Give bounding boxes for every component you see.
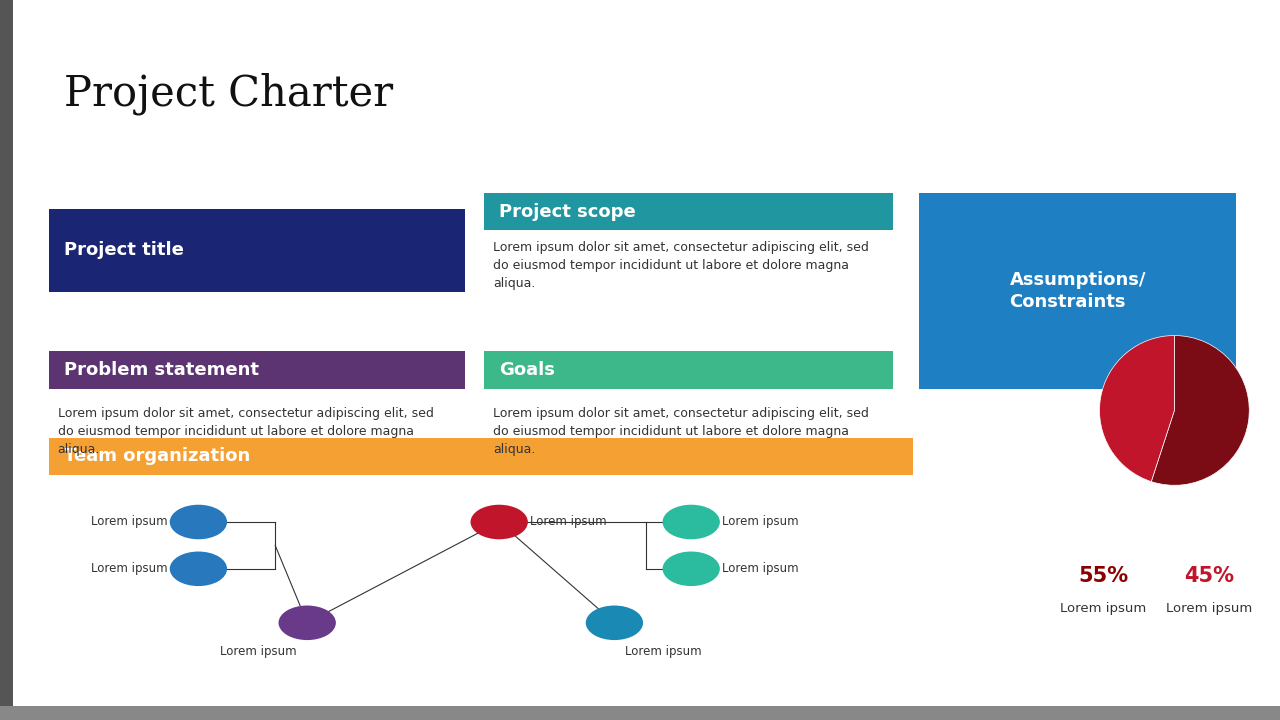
Text: Goals: Goals [499, 361, 556, 379]
Text: Team organization: Team organization [64, 447, 251, 465]
Text: Lorem ipsum: Lorem ipsum [722, 516, 799, 528]
FancyBboxPatch shape [49, 438, 913, 475]
Text: Project Charter: Project Charter [64, 72, 393, 115]
Ellipse shape [663, 552, 719, 586]
Text: Project scope: Project scope [499, 202, 636, 220]
Text: Lorem ipsum dolor sit amet, consectetur adipiscing elit, sed
do eiusmod tempor i: Lorem ipsum dolor sit amet, consectetur … [58, 407, 434, 456]
Text: Lorem ipsum: Lorem ipsum [220, 645, 297, 658]
FancyBboxPatch shape [919, 193, 1236, 389]
Text: 55%: 55% [1078, 566, 1129, 586]
Text: Assumptions/
Constraints: Assumptions/ Constraints [1010, 271, 1146, 311]
Text: Lorem ipsum: Lorem ipsum [1060, 602, 1147, 615]
Text: Lorem ipsum: Lorem ipsum [625, 645, 701, 658]
Text: Lorem ipsum dolor sit amet, consectetur adipiscing elit, sed
do eiusmod tempor i: Lorem ipsum dolor sit amet, consectetur … [493, 241, 869, 290]
Ellipse shape [663, 505, 719, 539]
FancyBboxPatch shape [49, 209, 465, 292]
FancyBboxPatch shape [0, 0, 13, 720]
Text: Lorem ipsum: Lorem ipsum [1166, 602, 1253, 615]
FancyBboxPatch shape [49, 351, 465, 389]
Text: ⁂: ⁂ [946, 444, 972, 469]
Ellipse shape [279, 606, 335, 640]
Text: 45%: 45% [1184, 566, 1235, 586]
Text: Project title: Project title [64, 241, 184, 259]
Ellipse shape [170, 505, 227, 539]
Text: Lorem ipsum: Lorem ipsum [530, 516, 607, 528]
FancyBboxPatch shape [484, 351, 893, 389]
Wedge shape [1100, 336, 1175, 482]
Text: Lorem ipsum: Lorem ipsum [722, 562, 799, 575]
FancyBboxPatch shape [484, 193, 893, 230]
FancyBboxPatch shape [0, 706, 1280, 720]
Wedge shape [1151, 336, 1249, 485]
Ellipse shape [170, 552, 227, 586]
Text: Lorem ipsum: Lorem ipsum [91, 516, 168, 528]
Ellipse shape [471, 505, 527, 539]
Text: Problem statement: Problem statement [64, 361, 259, 379]
Text: Lorem ipsum: Lorem ipsum [91, 562, 168, 575]
Text: Lorem ipsum dolor sit amet, consectetur adipiscing elit, sed
do eiusmod tempor i: Lorem ipsum dolor sit amet, consectetur … [493, 407, 869, 456]
Ellipse shape [586, 606, 643, 640]
